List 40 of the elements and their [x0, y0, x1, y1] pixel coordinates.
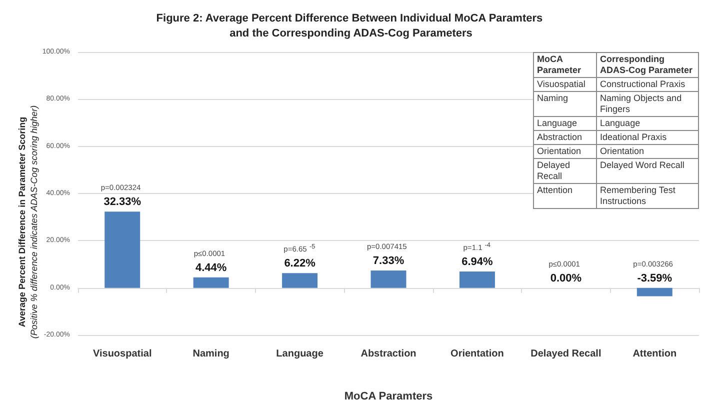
x-tick-label: Orientation — [450, 348, 504, 360]
data-label: -3.59% — [637, 272, 672, 284]
annotation: Ideational Praxis — [596, 130, 698, 144]
data-label: 7.33% — [372, 255, 404, 268]
chart-title: Figure 2: Average Percent Difference Between Individual MoCA Paramters and the Corresponding ADAS-Cog Parameters — [156, 12, 546, 40]
x-tick-label: Language — [276, 348, 324, 360]
bar — [459, 271, 495, 288]
annotation: Delayed Recall — [534, 158, 597, 184]
annotation: Attention — [534, 184, 597, 208]
x-tick-label: Visuospatial — [92, 348, 152, 360]
annotation: MoCA Parameter — [534, 52, 597, 78]
bar — [636, 288, 672, 296]
annotation: Naming Objects and Fingers — [596, 92, 698, 116]
annotation: Language — [596, 116, 698, 130]
text: (Positive % difference indicates ADAS-Cog scoring higher) — [29, 105, 39, 339]
annotation: Remembering Test Instructions — [596, 184, 698, 208]
data-label: 0.00% — [550, 272, 582, 284]
annotation: Orientation — [596, 144, 698, 158]
data-label: 4.44% — [195, 262, 227, 274]
annotation: Naming — [534, 92, 597, 116]
x-tick-label: Abstraction — [360, 348, 416, 360]
annotation: Constructional Praxis — [596, 78, 698, 92]
x-tick-label: Delayed Recall — [530, 348, 602, 360]
bar — [282, 273, 318, 288]
annotation: Orientation — [534, 144, 597, 158]
data-label: 6.94% — [462, 256, 494, 268]
annotation: Delayed Word Recall — [596, 158, 698, 184]
x-tick-label: Attention — [632, 348, 677, 360]
annotation: Corresponding ADAS-Cog Parameter — [596, 52, 698, 78]
y-axis-title: Average Percent Difference in Parameter Scoring — [17, 116, 27, 328]
annotation: Visuospatial — [534, 78, 597, 92]
annotation: Abstraction — [534, 130, 597, 144]
bar — [370, 270, 406, 288]
x-tick-label: Naming — [192, 348, 230, 360]
bar — [193, 277, 229, 288]
bar — [104, 212, 140, 288]
data-label: 6.22% — [284, 258, 316, 270]
x-axis-title: MoCA Paramters — [344, 390, 433, 402]
annotation: Language — [534, 116, 597, 130]
data-label: 32.33% — [104, 196, 142, 208]
